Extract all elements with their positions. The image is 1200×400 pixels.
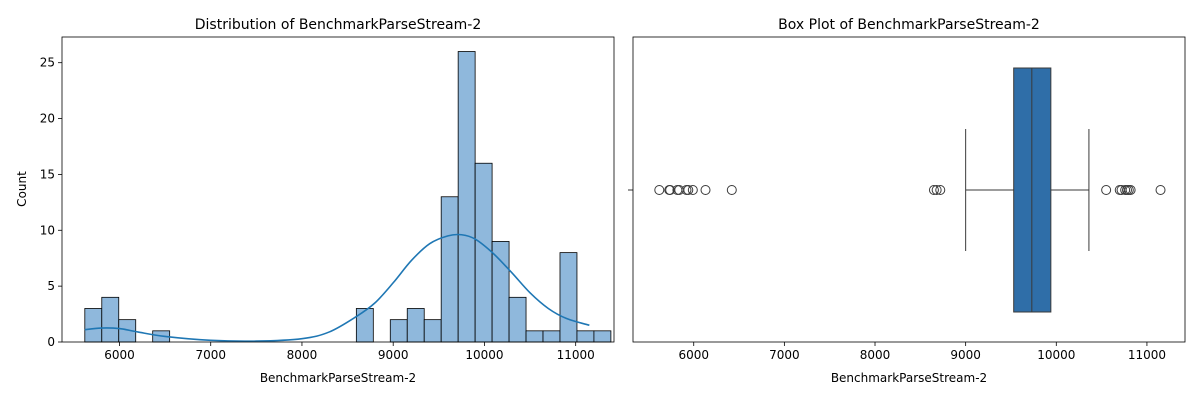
histogram-bar [101, 296, 120, 343]
histogram-x-axis-label: BenchmarkParseStream-2 [260, 371, 416, 385]
histogram-bar [389, 319, 408, 343]
histogram-bar [84, 308, 103, 343]
histogram-bar [508, 296, 527, 343]
outlier-point [683, 185, 694, 195]
histogram-plot-area [84, 51, 612, 343]
histogram-y-tick-label: 15 [40, 167, 55, 181]
histogram-y-tick-label: 0 [47, 335, 55, 349]
histogram-x-tick-label: 9000 [378, 348, 409, 362]
histogram-x-tick-label: 10000 [465, 348, 503, 362]
histogram-bar [457, 51, 476, 343]
outlier-point [935, 185, 946, 195]
outlier-point [687, 185, 698, 195]
boxplot-x-tick-label: 9000 [950, 348, 981, 362]
histogram-bar [593, 330, 612, 343]
histogram-y-tick-label: 5 [47, 279, 55, 293]
boxplot-axes-frame [632, 36, 1186, 343]
boxplot-title: Box Plot of BenchmarkParseStream-2 [778, 17, 1040, 33]
histogram-bar [440, 196, 459, 343]
boxplot-x-tick-label: 11000 [1128, 348, 1166, 362]
histogram-y-axis-label: Count [15, 171, 29, 207]
histogram-x-ticks: 6000 7000 8000 9000 10000 11000 [104, 342, 595, 362]
histogram-bar [491, 241, 510, 343]
outlier-point [654, 185, 665, 195]
histogram-bar [542, 330, 561, 343]
histogram-title: Distribution of BenchmarkParseStream-2 [195, 17, 481, 33]
histogram-panel: Distribution of BenchmarkParseStream-2 6… [15, 17, 615, 385]
outlier-point [928, 185, 939, 195]
histogram-x-tick-label: 8000 [287, 348, 318, 362]
histogram-bar [474, 162, 493, 343]
outlier-point [700, 185, 711, 195]
boxplot-x-tick-label: 10000 [1037, 348, 1075, 362]
histogram-y-ticks: 0 5 10 15 20 25 [40, 56, 62, 349]
boxplot-x-tick-label: 6000 [678, 348, 709, 362]
histogram-bar [406, 308, 425, 343]
outlier-point [931, 185, 942, 195]
histogram-bar [576, 330, 595, 343]
histogram-bar [559, 252, 578, 343]
kde-curve [84, 233, 590, 343]
histogram-axes-frame [61, 36, 615, 343]
boxplot-x-tick-label: 7000 [769, 348, 800, 362]
boxplot-x-axis-label: BenchmarkParseStream-2 [831, 371, 987, 385]
histogram-bar [423, 319, 442, 343]
outlier-point [726, 185, 737, 195]
boxplot-x-tick-label: 8000 [860, 348, 891, 362]
histogram-y-tick-label: 25 [40, 56, 55, 70]
histogram-bar [525, 330, 544, 343]
histogram-y-tick-label: 10 [40, 223, 55, 237]
boxplot-panel: Box Plot of BenchmarkParseStream-2 6000 7… [628, 17, 1186, 385]
histogram-y-tick-label: 20 [40, 112, 55, 126]
boxplot-plot-area [654, 67, 1166, 313]
outlier-point [1125, 185, 1136, 195]
outlier-point [1101, 185, 1112, 195]
histogram-bar [355, 308, 374, 343]
histogram-x-tick-label: 6000 [104, 348, 135, 362]
outlier-point [1155, 185, 1166, 195]
histogram-x-tick-label: 11000 [557, 348, 595, 362]
histogram-x-tick-label: 7000 [195, 348, 226, 362]
boxplot-x-ticks: 6000 7000 8000 9000 10000 11000 [678, 342, 1166, 362]
